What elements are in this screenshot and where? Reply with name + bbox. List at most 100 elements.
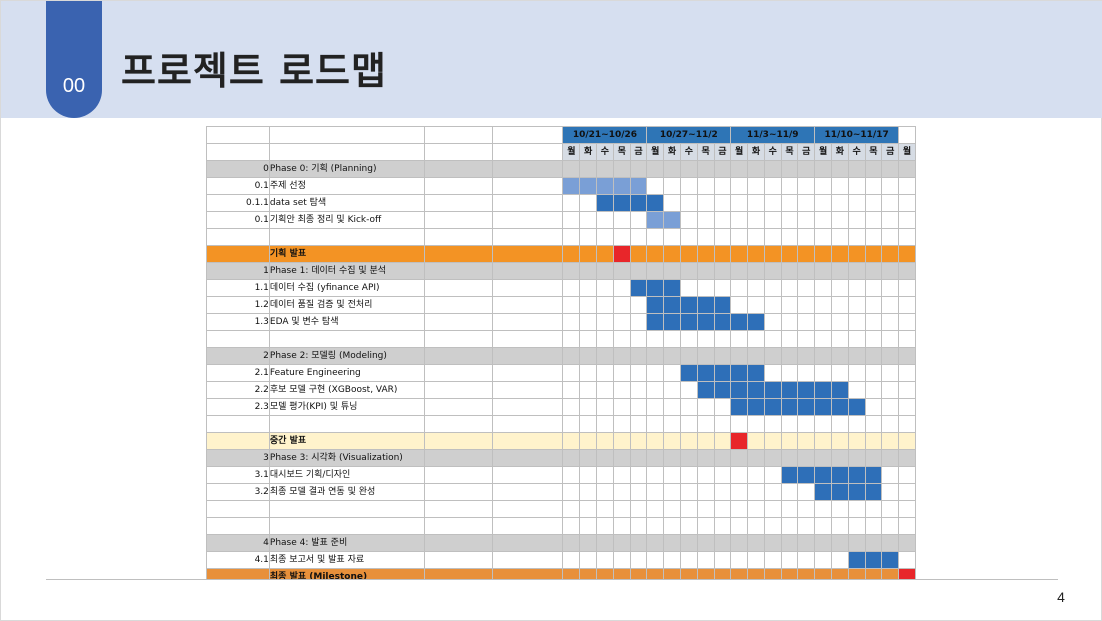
task-extra-cell [423, 551, 493, 569]
gantt-day-cell [596, 534, 614, 552]
gantt-day-cell [830, 228, 849, 246]
gantt-day-cell [679, 415, 698, 433]
gantt-day-cell [596, 381, 614, 399]
gantt-bar-cell [747, 313, 765, 331]
task-name: 데이터 품질 검증 및 전처리 [268, 296, 425, 314]
gantt-day-cell [646, 245, 665, 263]
week-header: 10/27~11/2 [646, 126, 732, 144]
gantt-day-cell [898, 449, 916, 467]
gantt-day-cell [881, 347, 900, 365]
gantt-day-cell [881, 381, 900, 399]
gantt-day-cell [847, 534, 866, 552]
gantt-day-cell [847, 313, 866, 331]
gantt-day-cell [763, 228, 782, 246]
gantt-day-cell [864, 534, 883, 552]
gantt-day-cell [663, 415, 681, 433]
gantt-day-cell [612, 415, 631, 433]
gantt-day-cell [847, 296, 866, 314]
gantt-day-cell [763, 500, 782, 518]
day-header: 수 [596, 143, 614, 161]
task-name: 모델 평가(KPI) 및 튜닝 [268, 398, 425, 416]
gantt-day-cell [679, 449, 698, 467]
gantt-bar-cell [629, 279, 648, 297]
gantt-day-cell [881, 279, 900, 297]
gantt-day-cell [730, 483, 749, 501]
task-name: 최종 보고서 및 발표 자료 [268, 551, 425, 569]
gantt-bar-cell [679, 364, 698, 382]
task-name: 대시보드 기획/디자인 [268, 466, 425, 484]
gantt-bar-cell [612, 177, 631, 195]
gantt-day-cell [713, 347, 732, 365]
task-row: 기획 발표 [206, 245, 916, 263]
gantt-day-cell [713, 517, 732, 535]
gantt-day-cell [612, 398, 631, 416]
gantt-bar-cell [797, 398, 816, 416]
gantt-day-cell [763, 279, 782, 297]
gantt-day-cell [663, 347, 681, 365]
gantt-day-cell [612, 551, 631, 569]
gantt-day-cell [780, 228, 799, 246]
gantt-day-cell [679, 160, 698, 178]
gantt-day-cell [898, 194, 916, 212]
gantt-day-cell [612, 449, 631, 467]
day-header: 목 [612, 143, 631, 161]
gantt-day-cell [579, 449, 598, 467]
gantt-day-cell [713, 500, 732, 518]
gantt-day-cell [898, 364, 916, 382]
gantt-day-cell [629, 500, 648, 518]
gantt-day-cell [830, 534, 849, 552]
gantt-day-cell [814, 517, 832, 535]
gantt-day-cell [629, 551, 648, 569]
footer-divider [46, 579, 1058, 580]
gantt-bar-cell [780, 381, 799, 399]
gantt-bar-cell [730, 313, 749, 331]
task-extra-cell [491, 466, 564, 484]
gantt-bar-cell [562, 177, 581, 195]
gantt-day-cell [696, 500, 715, 518]
gantt-day-cell [596, 245, 614, 263]
gantt-day-cell [562, 211, 581, 229]
gantt-day-cell [612, 466, 631, 484]
gantt-day-cell [713, 262, 732, 280]
gantt-bar-cell [612, 245, 631, 263]
gantt-day-cell [596, 551, 614, 569]
gantt-day-cell [663, 364, 681, 382]
gantt-day-cell [747, 296, 765, 314]
gantt-day-cell [847, 211, 866, 229]
gantt-day-cell [797, 500, 816, 518]
task-extra-cell [491, 262, 564, 280]
gantt-day-cell [679, 483, 698, 501]
gantt-day-cell [646, 160, 665, 178]
gantt-day-cell [797, 364, 816, 382]
gantt-bar-cell [646, 211, 665, 229]
gantt-day-cell [646, 364, 665, 382]
gantt-day-cell [898, 296, 916, 314]
gantt-day-cell [898, 313, 916, 331]
task-extra-cell [423, 483, 493, 501]
gantt-bar-cell [696, 364, 715, 382]
gantt-day-cell [881, 449, 900, 467]
task-name [268, 330, 425, 348]
gantt-day-cell [696, 211, 715, 229]
gantt-day-cell [864, 313, 883, 331]
gantt-day-cell [629, 398, 648, 416]
gantt-day-cell [562, 364, 581, 382]
gantt-day-cell [881, 364, 900, 382]
gantt-day-cell [864, 262, 883, 280]
task-id: 1.3 [206, 313, 270, 331]
task-extra-cell [491, 211, 564, 229]
gantt-day-cell [562, 279, 581, 297]
gantt-bar-cell [663, 211, 681, 229]
gantt-day-cell [847, 228, 866, 246]
gantt-bar-cell [814, 398, 832, 416]
task-extra-cell [423, 398, 493, 416]
gantt-day-cell [562, 500, 581, 518]
gantt-day-cell [864, 245, 883, 263]
gantt-day-cell [898, 517, 916, 535]
gantt-day-cell [629, 466, 648, 484]
gantt-day-cell [830, 313, 849, 331]
gantt-day-cell [763, 177, 782, 195]
gantt-day-cell [696, 177, 715, 195]
task-id: 0.1 [206, 177, 270, 195]
gantt-table: 10/21~10/26 10/27~11/2 11/3~11/9 11/10~11/1… [206, 126, 916, 580]
